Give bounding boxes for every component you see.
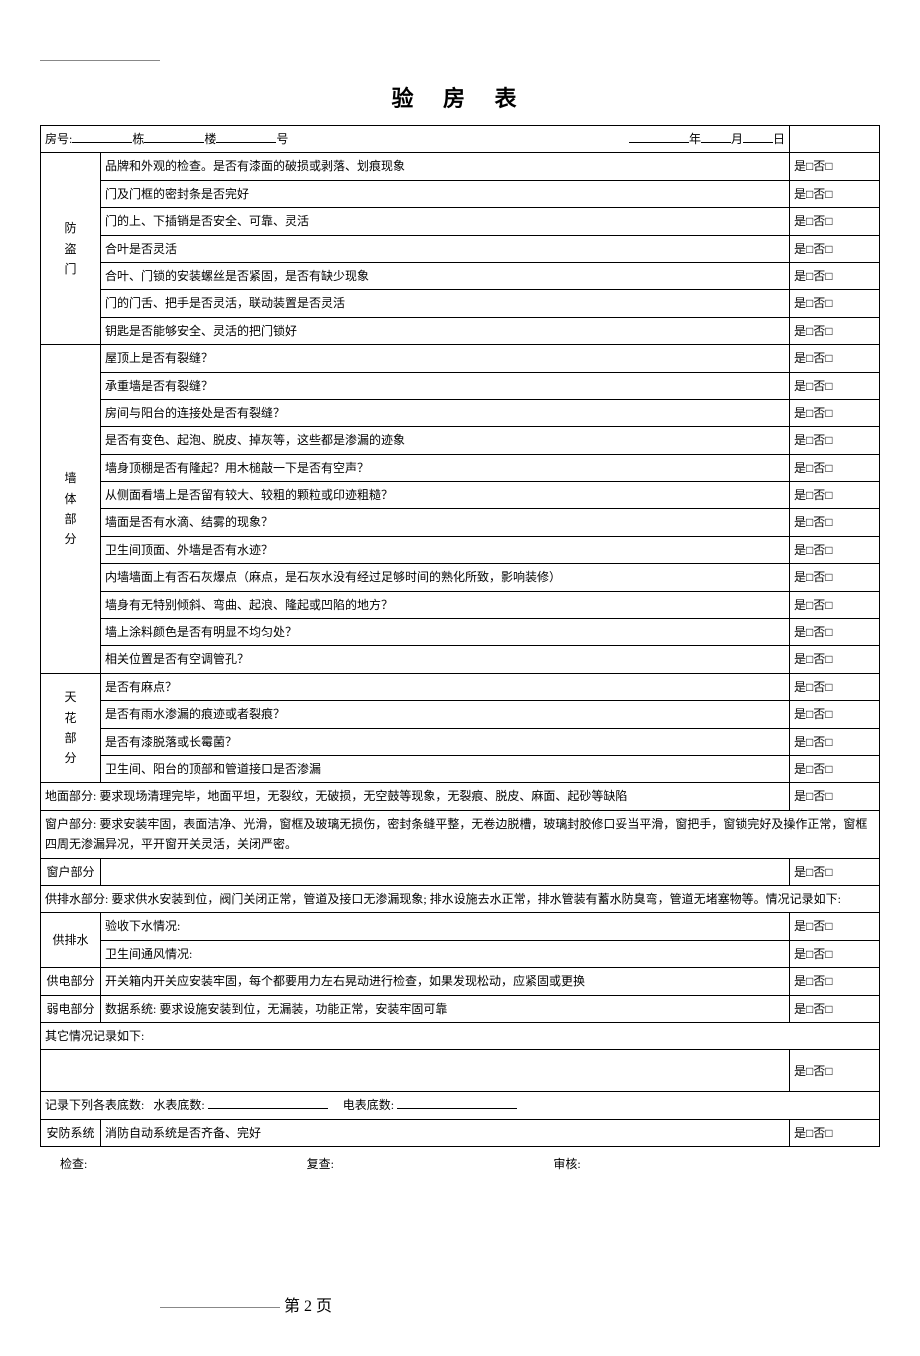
weak-text: 数据系统: 要求设施安装到位，无漏装，功能正常，安装牢固可靠 bbox=[101, 995, 790, 1022]
item-text: 墙身有无特别倾斜、弯曲、起浪、隆起或凹陷的地方？ bbox=[101, 591, 790, 618]
item-text: 品牌和外观的检查。是否有漆面的破损或剥落、划痕现象 bbox=[101, 153, 790, 180]
item-text: 是否有雨水渗漏的痕迹或者裂痕？ bbox=[101, 701, 790, 728]
yn-cell[interactable]: 是□否□ bbox=[790, 345, 880, 372]
meters-row: 记录下列各表底数: 水表底数: 电表底数: bbox=[41, 1092, 880, 1119]
item-text: 是否有漆脱落或长霉菌？ bbox=[101, 728, 790, 755]
ground-text: 地面部分: 要求现场清理完毕，地面平坦，无裂纹，无破损，无空鼓等现象，无裂痕、脱… bbox=[41, 783, 790, 810]
security-text: 消防自动系统是否齐备、完好 bbox=[101, 1119, 790, 1146]
item-text: 墙身顶棚是否有隆起？用木槌敲一下是否有空声？ bbox=[101, 454, 790, 481]
recheck-label: 复查: bbox=[307, 1155, 334, 1172]
yn-cell[interactable]: 是□否□ bbox=[790, 564, 880, 591]
yn-cell[interactable]: 是□否□ bbox=[790, 208, 880, 235]
yn-cell[interactable]: 是□否□ bbox=[790, 262, 880, 289]
item-text: 屋顶上是否有裂缝？ bbox=[101, 345, 790, 372]
yn-cell[interactable]: 是□否□ bbox=[790, 646, 880, 673]
room-number-cell: 房号:栋楼号 年月日 bbox=[41, 126, 790, 153]
date-cell: 年月日 bbox=[629, 129, 785, 149]
check-label: 检查: bbox=[60, 1155, 87, 1172]
yn-cell[interactable]: 是□否□ bbox=[790, 235, 880, 262]
inspection-table: 房号:栋楼号 年月日 防盗门 品牌和外观的检查。是否有漆面的破损或剥落、划痕现象… bbox=[40, 125, 880, 1147]
item-text: 合叶是否灵活 bbox=[101, 235, 790, 262]
page-number: 第 2 页 bbox=[40, 1292, 880, 1316]
document-title: 验 房 表 bbox=[40, 81, 880, 113]
yn-cell[interactable]: 是□否□ bbox=[790, 591, 880, 618]
item-text: 相关位置是否有空调管孔？ bbox=[101, 646, 790, 673]
yn-cell[interactable]: 是□否□ bbox=[790, 913, 880, 940]
item-text: 房间与阳台的连接处是否有裂缝？ bbox=[101, 399, 790, 426]
yn-cell[interactable]: 是□否□ bbox=[790, 728, 880, 755]
yn-cell[interactable]: 是□否□ bbox=[790, 619, 880, 646]
power-text: 开关箱内开关应安装牢固，每个都要用力左右晃动进行检查，如果发现松动，应紧固或更换 bbox=[101, 968, 790, 995]
signature-row: 检查: 复查: 审核: bbox=[40, 1147, 880, 1172]
window-desc: 窗户部分: 要求安装牢固，表面洁净、光滑，窗框及玻璃无损伤，密封条缝平整，无卷边… bbox=[41, 810, 880, 858]
item-text: 卫生间顶面、外墙是否有水迹？ bbox=[101, 536, 790, 563]
item-text: 门的门舌、把手是否灵活，联动装置是否灵活 bbox=[101, 290, 790, 317]
yn-cell[interactable]: 是□否□ bbox=[790, 509, 880, 536]
item-text: 从侧面看墙上是否留有较大、较粗的颗粒或印迹粗糙？ bbox=[101, 482, 790, 509]
item-text: 钥匙是否能够安全、灵活的把门锁好 bbox=[101, 317, 790, 344]
yn-cell[interactable]: 是□否□ bbox=[790, 290, 880, 317]
yn-cell[interactable]: 是□否□ bbox=[790, 454, 880, 481]
item-text: 卫生间通风情况: bbox=[101, 940, 790, 967]
yn-cell[interactable]: 是□否□ bbox=[790, 317, 880, 344]
weak-label: 弱电部分 bbox=[41, 995, 101, 1022]
yn-cell[interactable]: 是□否□ bbox=[790, 783, 880, 810]
yn-cell[interactable]: 是□否□ bbox=[790, 180, 880, 207]
item-text: 承重墙是否有裂缝？ bbox=[101, 372, 790, 399]
security-label: 安防系统 bbox=[41, 1119, 101, 1146]
category-wall: 墙体部分 bbox=[41, 345, 101, 674]
item-text: 内墙墙面上有否石灰爆点（麻点，是石灰水没有经过足够时间的熟化所致，影响装修） bbox=[101, 564, 790, 591]
yn-cell[interactable]: 是□否□ bbox=[790, 1050, 880, 1092]
audit-label: 审核: bbox=[553, 1155, 580, 1172]
window-label: 窗户部分 bbox=[41, 858, 101, 885]
yn-cell[interactable]: 是□否□ bbox=[790, 755, 880, 782]
yn-cell[interactable]: 是□否□ bbox=[790, 673, 880, 700]
yn-cell[interactable]: 是□否□ bbox=[790, 995, 880, 1022]
room-prefix: 房号: bbox=[45, 132, 72, 146]
other-label: 其它情况记录如下: bbox=[41, 1022, 880, 1049]
power-label: 供电部分 bbox=[41, 968, 101, 995]
yn-cell[interactable]: 是□否□ bbox=[790, 1119, 880, 1146]
yn-cell[interactable]: 是□否□ bbox=[790, 399, 880, 426]
water-desc: 供排水部分: 要求供水安装到位，阀门关闭正常，管道及接口无渗漏现象; 排水设施去… bbox=[41, 885, 880, 912]
yn-cell[interactable]: 是□否□ bbox=[790, 482, 880, 509]
yn-cell[interactable]: 是□否□ bbox=[790, 940, 880, 967]
item-text: 合叶、门锁的安装螺丝是否紧固，是否有缺少现象 bbox=[101, 262, 790, 289]
item-text: 是否有麻点？ bbox=[101, 673, 790, 700]
item-text: 墙上涂料颜色是否有明显不均匀处？ bbox=[101, 619, 790, 646]
yn-cell[interactable]: 是□否□ bbox=[790, 427, 880, 454]
water-label: 供排水 bbox=[41, 913, 101, 968]
item-text: 是否有变色、起泡、脱皮、掉灰等，这些都是渗漏的迹象 bbox=[101, 427, 790, 454]
header-check-cell bbox=[790, 126, 880, 153]
yn-cell[interactable]: 是□否□ bbox=[790, 372, 880, 399]
yn-cell[interactable]: 是□否□ bbox=[790, 536, 880, 563]
other-blank bbox=[41, 1050, 790, 1092]
item-text: 门的上、下插销是否安全、可靠、灵活 bbox=[101, 208, 790, 235]
window-empty bbox=[101, 858, 790, 885]
item-text: 门及门框的密封条是否完好 bbox=[101, 180, 790, 207]
yn-cell[interactable]: 是□否□ bbox=[790, 968, 880, 995]
top-divider bbox=[40, 60, 160, 61]
category-door: 防盗门 bbox=[41, 153, 101, 345]
yn-cell[interactable]: 是□否□ bbox=[790, 858, 880, 885]
yn-cell[interactable]: 是□否□ bbox=[790, 701, 880, 728]
item-text: 墙面是否有水滴、结雾的现象？ bbox=[101, 509, 790, 536]
category-ceiling: 天花部分 bbox=[41, 673, 101, 783]
item-text: 验收下水情况: bbox=[101, 913, 790, 940]
item-text: 卫生间、阳台的顶部和管道接口是否渗漏 bbox=[101, 755, 790, 782]
yn-cell[interactable]: 是□否□ bbox=[790, 153, 880, 180]
